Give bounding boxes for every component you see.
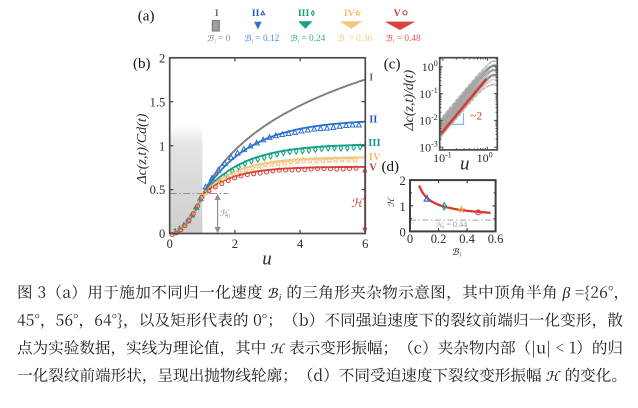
svg-text:6: 6 [362, 237, 368, 251]
svg-text:= 0: = 0 [218, 34, 231, 44]
svg-text:(c): (c) [384, 57, 401, 73]
svg-text:0.5: 0.5 [150, 183, 166, 197]
svg-text:0.4: 0.4 [459, 232, 475, 246]
svg-text:0: 0 [167, 237, 173, 251]
svg-text:III: III [298, 8, 310, 19]
svg-text:2: 2 [232, 237, 238, 251]
svg-text:1: 1 [400, 200, 406, 214]
svg-text:100: 100 [477, 150, 493, 165]
svg-text:= 0.12: = 0.12 [255, 34, 279, 44]
svg-text:= 0.24: = 0.24 [301, 34, 325, 44]
svg-text:u: u [460, 153, 470, 174]
svg-text:0: 0 [400, 225, 406, 239]
svg-text:0.2: 0.2 [431, 232, 447, 246]
svg-text:V: V [369, 163, 377, 174]
svg-text:u: u [262, 248, 272, 269]
svg-text:Δc(z,t)/Cd(t): Δc(z,t)/Cd(t) [135, 113, 150, 184]
svg-text:2: 2 [159, 51, 165, 65]
svg-text:II: II [252, 8, 260, 19]
svg-text:(d): (d) [382, 159, 400, 175]
svg-text:IV: IV [369, 152, 381, 163]
svg-text:II: II [369, 115, 377, 126]
svg-text:(b): (b) [133, 56, 151, 72]
svg-text:= 0.44: = 0.44 [446, 220, 467, 229]
svg-text:100: 100 [422, 59, 438, 74]
svg-text:1.5: 1.5 [150, 95, 166, 109]
svg-text:(a): (a) [138, 8, 155, 24]
svg-text:1: 1 [159, 139, 165, 153]
svg-text:0: 0 [407, 232, 413, 246]
svg-text:I: I [215, 8, 219, 19]
svg-text:III: III [368, 138, 380, 149]
svg-text:Δc(z,t)/d(t): Δc(z,t)/d(t) [402, 70, 417, 132]
svg-text:= 0.48: = 0.48 [397, 34, 421, 44]
svg-text:0.6: 0.6 [488, 232, 504, 246]
svg-text:2: 2 [400, 174, 406, 188]
svg-text:IV: IV [344, 8, 355, 19]
svg-text:I: I [369, 73, 373, 84]
svg-text:~2: ~2 [470, 111, 482, 123]
svg-text:= 0.36: = 0.36 [349, 34, 373, 44]
svg-text:0: 0 [159, 227, 165, 241]
svg-text:V: V [394, 8, 401, 19]
svg-text:4: 4 [297, 237, 304, 251]
